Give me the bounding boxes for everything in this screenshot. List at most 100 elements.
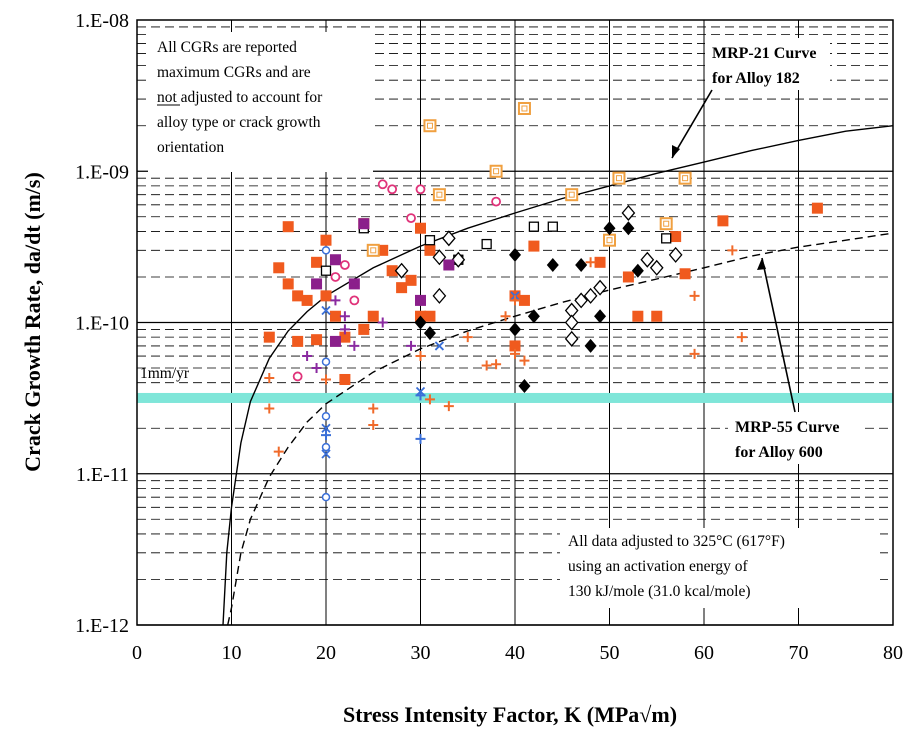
data-point bbox=[330, 295, 341, 306]
data-point bbox=[424, 310, 436, 322]
data-point bbox=[368, 403, 379, 414]
reference-line-1mm-per-yr bbox=[137, 392, 893, 403]
data-point bbox=[517, 101, 531, 115]
data-point-inner bbox=[370, 247, 377, 254]
data-point bbox=[321, 374, 331, 385]
y-axis-title: Crack Growth Rate, da/dt (m/s) bbox=[20, 172, 45, 472]
data-point bbox=[423, 326, 436, 341]
data-point bbox=[603, 233, 616, 247]
data-point bbox=[329, 254, 341, 266]
data-point-inner bbox=[568, 191, 575, 198]
data-point bbox=[302, 351, 313, 362]
x-tick-label: 0 bbox=[132, 642, 142, 664]
data-point bbox=[329, 335, 341, 347]
note-top-left-line-2: maximum CGRs and are bbox=[157, 64, 311, 81]
data-point bbox=[320, 290, 332, 302]
note-top-left-line-1: All CGRs are reported bbox=[157, 39, 297, 56]
data-point bbox=[668, 246, 683, 263]
x-tick-label: 70 bbox=[789, 642, 809, 664]
data-point bbox=[311, 334, 323, 346]
data-point bbox=[441, 230, 456, 247]
data-point-inner bbox=[606, 237, 613, 244]
note-top-left-line-3: not adjusted to account for bbox=[157, 89, 323, 106]
data-point bbox=[527, 309, 540, 324]
curve-label-mrp55-line-1: MRP-55 Curve bbox=[735, 419, 839, 436]
data-point bbox=[377, 244, 389, 256]
data-point bbox=[565, 188, 579, 202]
data-point bbox=[301, 294, 313, 306]
data-point bbox=[640, 251, 655, 268]
data-point bbox=[367, 310, 379, 322]
x-tick-label: 50 bbox=[600, 642, 620, 664]
data-point bbox=[292, 290, 304, 302]
data-point bbox=[670, 231, 682, 243]
data-point bbox=[649, 259, 664, 276]
data-point bbox=[491, 196, 502, 207]
data-point bbox=[377, 317, 388, 328]
note-bottom-right: All data adjusted to 325°C (617°F) using… bbox=[560, 528, 880, 608]
data-point bbox=[311, 363, 322, 374]
note-top-left-line-5: orientation bbox=[157, 139, 224, 156]
data-point bbox=[406, 340, 417, 351]
data-point bbox=[519, 355, 530, 366]
data-point bbox=[659, 217, 673, 231]
data-point bbox=[339, 331, 351, 343]
curves bbox=[222, 125, 894, 626]
data-point bbox=[679, 268, 691, 280]
data-point bbox=[406, 213, 416, 224]
data-point bbox=[689, 290, 700, 301]
data-point bbox=[405, 274, 417, 286]
data-point bbox=[311, 256, 323, 268]
data-point bbox=[432, 249, 447, 266]
data-point bbox=[424, 244, 436, 256]
x-tick-label: 30 bbox=[411, 642, 431, 664]
curve-label-mrp21-line-1: MRP-21 Curve bbox=[712, 45, 816, 62]
data-point bbox=[678, 171, 692, 185]
data-point bbox=[509, 247, 521, 262]
data-point bbox=[415, 222, 426, 234]
data-point bbox=[320, 265, 332, 276]
data-point bbox=[631, 263, 644, 278]
data-point bbox=[612, 171, 626, 185]
note-bottom-right-line-2: using an activation energy of bbox=[568, 558, 748, 575]
curve-label-mrp55-line-2: for Alloy 600 bbox=[735, 444, 823, 461]
data-point bbox=[593, 279, 607, 296]
data-point bbox=[377, 179, 388, 190]
data-point bbox=[321, 449, 331, 459]
data-point bbox=[481, 238, 492, 250]
data-points bbox=[263, 101, 823, 502]
x-tick-label: 20 bbox=[316, 642, 336, 664]
data-point-inner bbox=[493, 168, 500, 175]
data-point bbox=[339, 373, 351, 385]
data-point bbox=[387, 184, 398, 195]
data-point bbox=[491, 359, 502, 370]
data-point bbox=[263, 331, 275, 343]
data-point bbox=[394, 262, 409, 279]
curve-label-mrp55: MRP-55 Curve for Alloy 600 bbox=[728, 412, 863, 464]
data-point bbox=[509, 322, 521, 337]
data-point bbox=[528, 221, 540, 232]
data-point bbox=[489, 164, 503, 178]
plot-frame bbox=[136, 19, 894, 626]
curve-label-mrp21: MRP-21 Curve for Alloy 182 bbox=[705, 38, 830, 90]
data-point bbox=[432, 188, 446, 202]
data-point bbox=[339, 324, 350, 335]
x-axis-title: Stress Intensity Factor, K (MPa√m) bbox=[343, 702, 677, 727]
data-point bbox=[358, 218, 370, 230]
data-point bbox=[414, 315, 427, 330]
data-point bbox=[321, 430, 331, 441]
reference-line-label: 1mm/yr bbox=[140, 365, 190, 382]
data-point bbox=[661, 233, 672, 244]
data-point bbox=[321, 442, 331, 452]
data-point-inner bbox=[426, 122, 433, 129]
data-point bbox=[528, 240, 540, 252]
data-point bbox=[386, 265, 398, 277]
x-tick-label: 40 bbox=[505, 642, 525, 664]
y-tick-labels: 1.E-12 1.E-11 1.E-10 1.E-09 1.E-08 bbox=[75, 10, 129, 637]
data-point bbox=[594, 309, 607, 324]
x-tick-label: 60 bbox=[694, 642, 714, 664]
data-point bbox=[811, 202, 823, 214]
data-point-inner bbox=[615, 175, 622, 182]
data-point bbox=[432, 287, 447, 304]
data-point bbox=[264, 372, 275, 383]
